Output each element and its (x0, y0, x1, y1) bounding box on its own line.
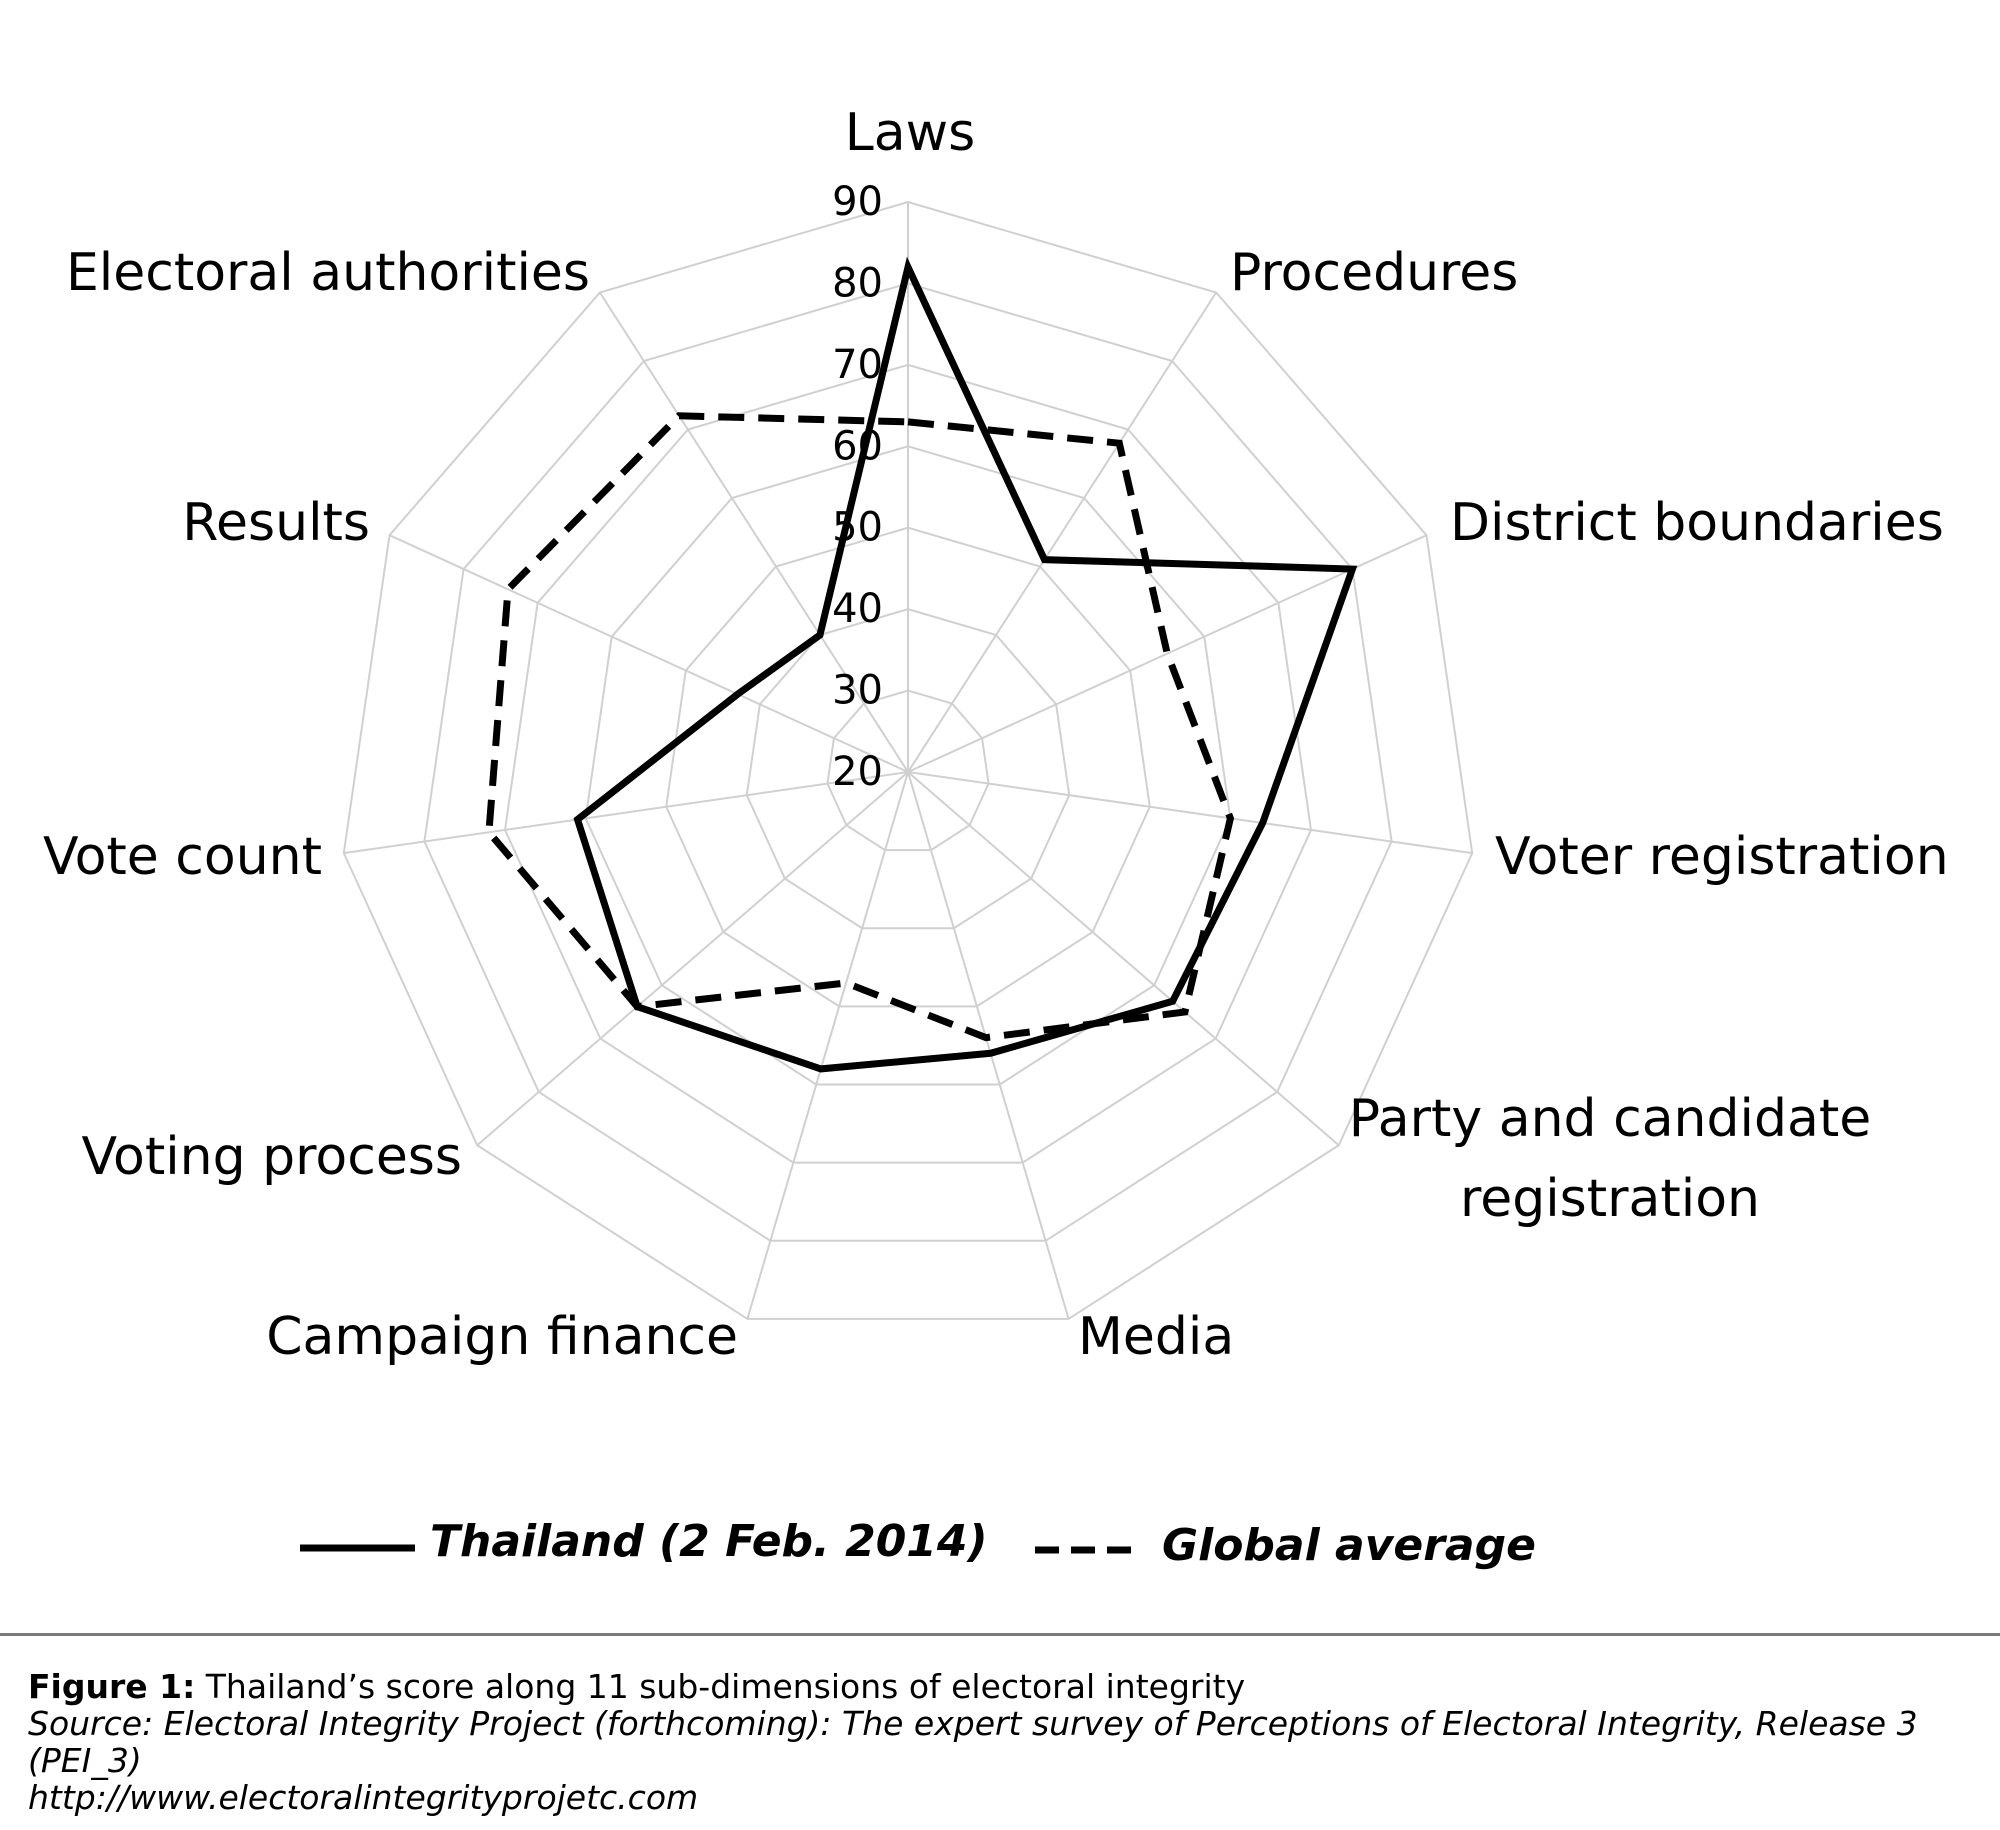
axis-label-vote-count: Vote count (43, 827, 322, 887)
tick-label-30: 30 (832, 668, 883, 714)
axis-labels: Laws Procedures District boundaries Voter r… (43, 103, 1949, 1367)
caption-divider (0, 1633, 2000, 1636)
caption-source: Source: Electoral Integrity Project (for… (28, 1704, 1918, 1780)
tick-label-60: 60 (832, 423, 883, 469)
spoke-3 (907, 771, 1473, 855)
grid-ring-70 (503, 363, 1313, 1164)
grid-ring-90 (342, 200, 1474, 1320)
spoke-6 (746, 771, 909, 1320)
legend-global-label: Global average (1162, 1520, 1536, 1571)
grid-ring-30 (826, 689, 990, 852)
axis-label-campaign-finance: Campaign finance (266, 1307, 738, 1367)
grid-ring-80 (423, 282, 1393, 1242)
tick-label-90: 90 (832, 179, 883, 225)
spoke-7 (476, 771, 909, 1147)
spoke-10 (598, 291, 909, 773)
axis-label-party-and-candidate-registration: Party and candidate registration (1349, 1089, 1871, 1229)
axis-label-voting-process: Voting process (81, 1127, 462, 1187)
legend: Thailand (2 Feb. 2014) Global average (300, 1516, 1536, 1571)
spoke-5 (907, 771, 1070, 1320)
axis-label-laws: Laws (845, 103, 975, 163)
tick-label-70: 70 (832, 342, 883, 388)
spoke-1 (907, 291, 1218, 773)
axis-label-voter-registration: Voter registration (1495, 827, 1949, 887)
caption-title: Figure 1: Thailand’s score along 11 sub-… (28, 1668, 1988, 1705)
series-thailand-2-feb-2014- (573, 256, 1358, 1073)
radar-grid (342, 200, 1474, 1320)
caption-figure-text: Thailand’s score along 11 sub-dimensions… (195, 1667, 1246, 1706)
spoke-4 (907, 771, 1340, 1147)
figure-caption: Figure 1: Thailand’s score along 11 sub-… (28, 1668, 1988, 1816)
spoke-2 (907, 534, 1427, 773)
axis-label-media: Media (1078, 1307, 1234, 1367)
axis-label-procedures: Procedures (1230, 243, 1518, 303)
axis-label-district-boundaries: District boundaries (1450, 493, 1944, 553)
legend-thailand-label: Thailand (2 Feb. 2014) (430, 1516, 988, 1567)
tick-label-40: 40 (832, 586, 883, 632)
caption-url: http://www.electoralintegrityprojetc.com (28, 1778, 699, 1817)
spoke-9 (389, 534, 909, 773)
tick-label-20: 20 (832, 749, 883, 795)
spoke-8 (343, 771, 909, 855)
grid-ring-60 (584, 445, 1232, 1086)
caption-figure-label: Figure 1: (28, 1667, 196, 1706)
tick-label-80: 80 (832, 260, 883, 306)
grid-ring-40 (745, 608, 1071, 930)
axis-label-results: Results (182, 493, 370, 553)
axis-label-electoral-authorities: Electoral authorities (66, 243, 590, 303)
data-series (485, 256, 1358, 1073)
